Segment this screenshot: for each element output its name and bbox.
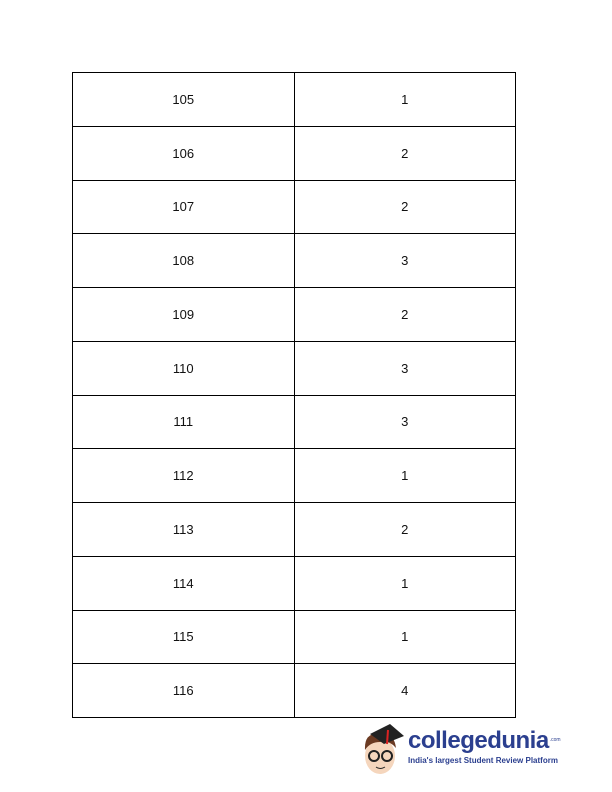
table-cell: 1 xyxy=(293,555,516,611)
table-cell: 113 xyxy=(72,502,295,557)
table-cell: 116 xyxy=(72,663,295,718)
table-row: 114 1 xyxy=(72,555,516,611)
collegedunia-logo: collegedunia .com India's largest Studen… xyxy=(360,722,561,778)
logo-text: collegedunia .com India's largest Studen… xyxy=(408,722,561,766)
table-cell: 1 xyxy=(293,609,516,665)
table-cell: 3 xyxy=(293,233,516,288)
table-row: 109 2 xyxy=(72,287,516,342)
table-cell: 112 xyxy=(72,448,295,503)
table-row: 106 2 xyxy=(72,125,516,181)
table-row: 111 3 xyxy=(72,394,516,450)
table-row: 108 3 xyxy=(72,233,516,288)
table-cell: 2 xyxy=(293,287,516,342)
table-row: 107 2 xyxy=(72,179,516,235)
table-cell: 2 xyxy=(293,179,516,235)
table-cell: 3 xyxy=(293,340,516,396)
brand-row: collegedunia .com xyxy=(408,728,561,754)
table-row: 116 4 xyxy=(72,663,516,718)
table-cell: 106 xyxy=(72,125,295,181)
table-cell: 2 xyxy=(293,125,516,181)
table-cell: 111 xyxy=(72,394,295,450)
brand-suffix: .com xyxy=(549,737,561,743)
table-cell: 105 xyxy=(72,72,295,127)
table-row: 110 3 xyxy=(72,340,516,396)
table-row: 105 1 xyxy=(72,72,516,127)
table-cell: 2 xyxy=(293,502,516,557)
table-row: 115 1 xyxy=(72,609,516,665)
table-cell: 108 xyxy=(72,233,295,288)
table-cell: 114 xyxy=(72,555,295,611)
table-row: 112 1 xyxy=(72,448,516,503)
table-cell: 107 xyxy=(72,179,295,235)
table-cell: 4 xyxy=(293,663,516,718)
table-cell: 115 xyxy=(72,609,295,665)
brand-name: collegedunia xyxy=(408,727,549,754)
table-row: 113 2 xyxy=(72,502,516,557)
mascot-icon xyxy=(364,724,404,774)
table-cell: 110 xyxy=(72,340,295,396)
table-cell: 109 xyxy=(72,287,295,342)
data-table: 105 1 106 2 107 2 108 3 109 2 110 3 111 3 112 1 113 2 114 1… xyxy=(72,72,516,718)
brand-tagline: India's largest Student Review Platform xyxy=(408,756,558,765)
table-cell: 1 xyxy=(293,72,516,127)
table-cell: 3 xyxy=(293,394,516,450)
table-cell: 1 xyxy=(293,448,516,503)
